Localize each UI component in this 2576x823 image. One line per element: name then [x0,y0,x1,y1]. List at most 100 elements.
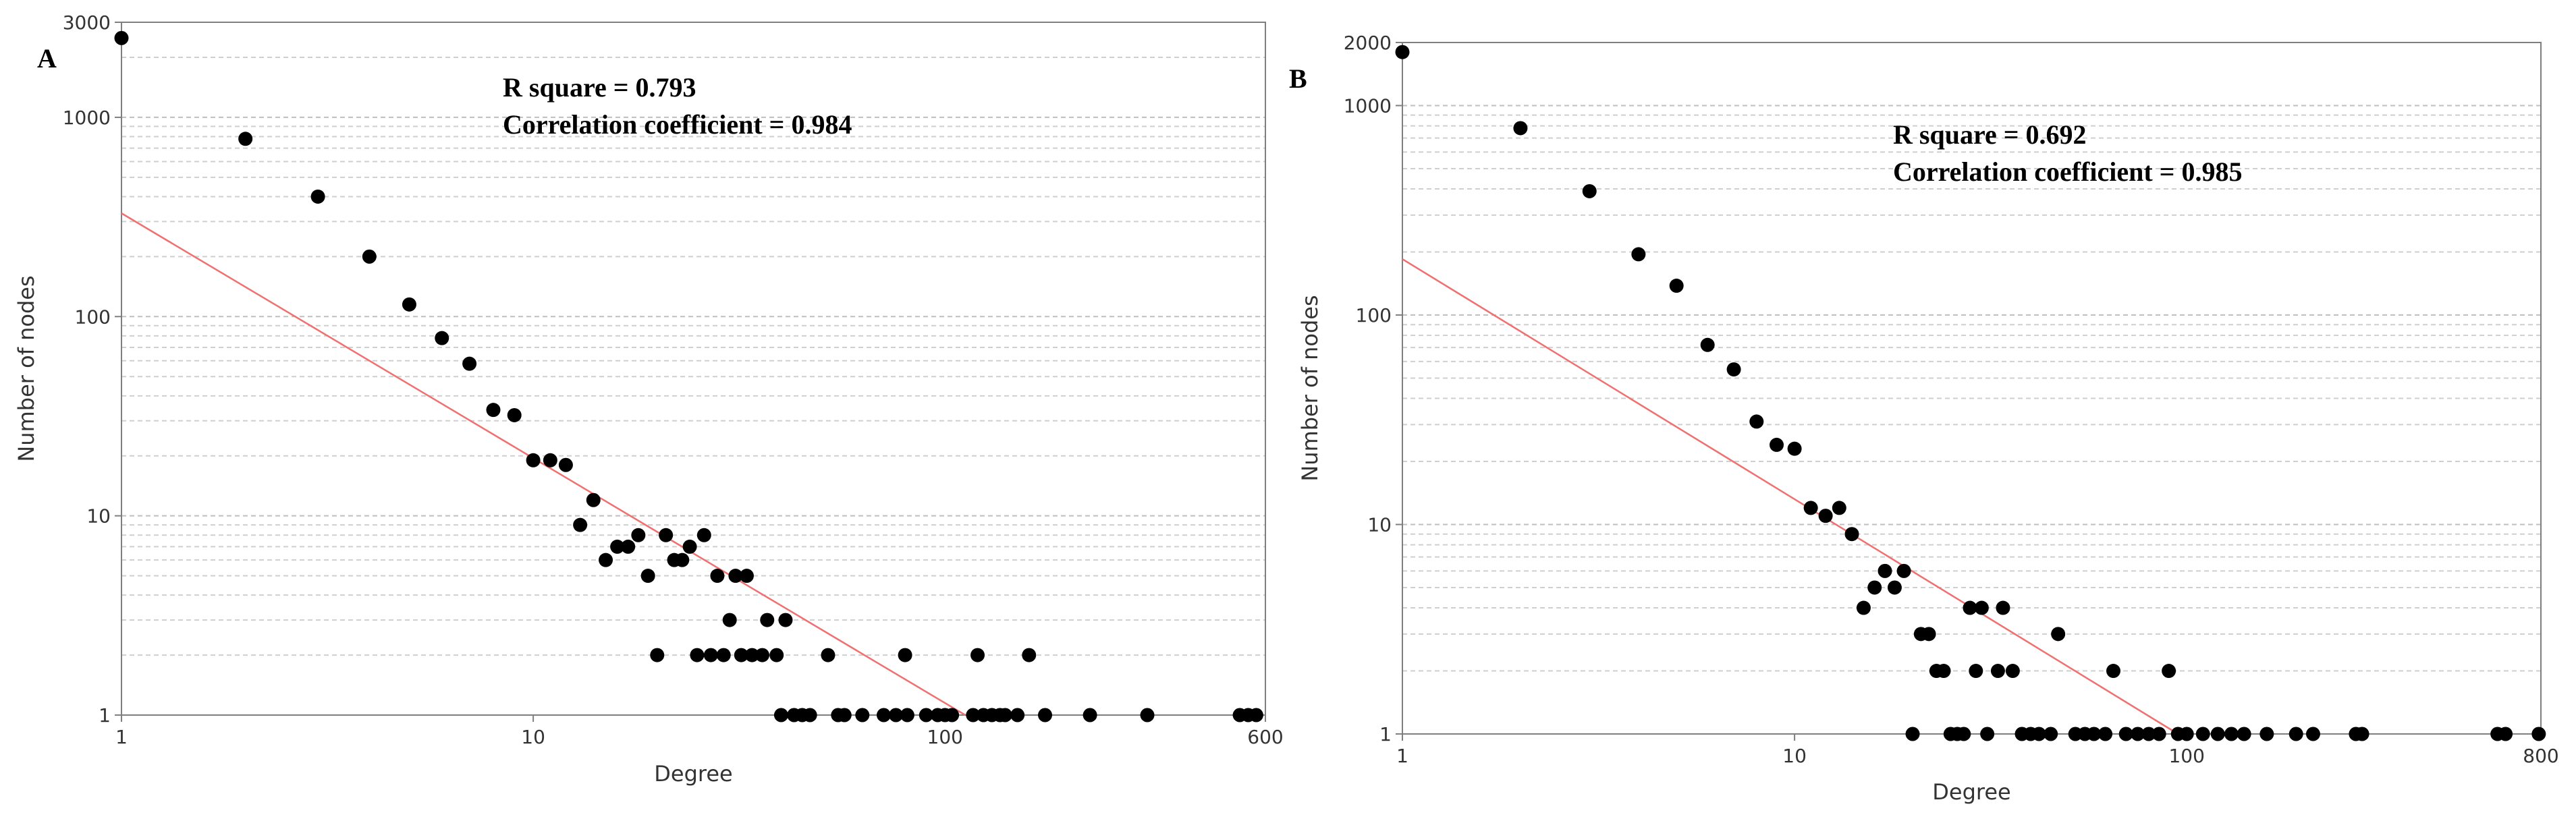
y-axis-title: Number of nodes [1297,295,1323,481]
data-point [739,569,754,584]
data-point [716,648,731,662]
data-point [1513,121,1528,136]
y-tick-label: 1000 [1344,94,1392,117]
data-point [1726,362,1741,377]
data-point [1896,563,1911,578]
data-point [900,708,914,722]
data-point [1140,708,1155,722]
data-point [997,708,1012,722]
data-point [1980,727,1995,741]
data-point [744,648,759,662]
data-point [507,407,522,422]
data-point [703,648,718,662]
x-tick-label: 10 [1782,745,1807,767]
data-point [773,708,788,722]
data-point [659,528,674,542]
data-point [2531,727,2546,741]
data-point [1083,708,1097,722]
data-point [599,552,613,567]
data-point [1887,580,1902,595]
y-tick-label: 100 [75,306,111,328]
plot-area [121,22,1265,715]
data-point [2305,727,2320,741]
y-axis-title: Number of nodes [13,275,39,461]
data-point [1956,727,1971,741]
data-point [919,708,933,722]
data-point [2044,727,2058,741]
data-point [2031,727,2046,741]
data-point [1038,708,1053,722]
data-point [734,648,748,662]
panel-label: B [1289,63,1307,94]
data-point [1669,279,1684,293]
chart-panel-b: 1 10 100 1000 2000 1 10 100 800 Degree Number of n… [1289,32,2559,805]
data-point [2087,727,2102,741]
data-point [573,517,588,532]
data-point [1974,600,1989,615]
data-point [1749,414,1764,429]
data-point [855,708,870,722]
data-point [760,613,775,627]
regression-line [1402,258,2178,735]
data-point [2237,727,2251,741]
data-point [2162,664,2176,679]
data-point [696,528,711,542]
x-axis-title: Degree [654,761,732,787]
data-point [778,613,793,627]
y-tick-label: 2000 [1344,32,1392,54]
data-point [2131,727,2145,741]
x-tick-label: 10 [521,726,545,748]
x-axis-title: Degree [1932,779,2010,805]
data-point [2179,727,2194,741]
data-point [2195,727,2210,741]
y-tick-label: 10 [86,505,111,528]
data-point [837,708,852,722]
data-point [1631,247,1646,262]
data-point [690,648,705,662]
data-point [2141,727,2156,741]
data-point [1010,708,1025,722]
data-point [675,552,690,567]
data-point [755,648,770,662]
regression-line [121,212,966,716]
x-tick-label: 1 [115,726,128,748]
data-point [1878,563,1892,578]
plot-frame [1402,42,2542,735]
data-point [876,708,891,722]
data-point [945,708,960,722]
data-point [650,648,665,662]
data-point [1770,437,1784,452]
data-point [462,356,477,371]
data-point [1990,664,2005,679]
data-point [1022,648,1037,662]
data-point [722,613,737,627]
y-tick-label: 100 [1356,304,1392,327]
data-point [2224,727,2239,741]
data-point [558,457,573,472]
data-point [543,453,557,467]
data-point [1905,727,1920,741]
data-point [114,30,129,45]
data-point [631,528,646,542]
data-point [710,569,725,584]
data-point [310,189,325,204]
data-point [2498,727,2513,741]
data-point [435,331,449,345]
r-square-annotation: R square = 0.692 [1893,119,2087,150]
data-point [898,648,912,662]
data-points [1395,45,2546,741]
y-tick-label: 1 [99,704,111,727]
data-point [1700,337,1715,352]
data-point [238,132,253,146]
data-point [1787,441,1802,456]
data-point [2098,727,2113,741]
data-point [1818,509,1833,523]
data-point [728,569,743,584]
data-point [1921,627,1936,642]
y-tick-label: 3000 [63,11,111,34]
x-tick-label: 600 [1247,726,1283,748]
data-points [114,30,1263,722]
data-point [1582,183,1597,198]
